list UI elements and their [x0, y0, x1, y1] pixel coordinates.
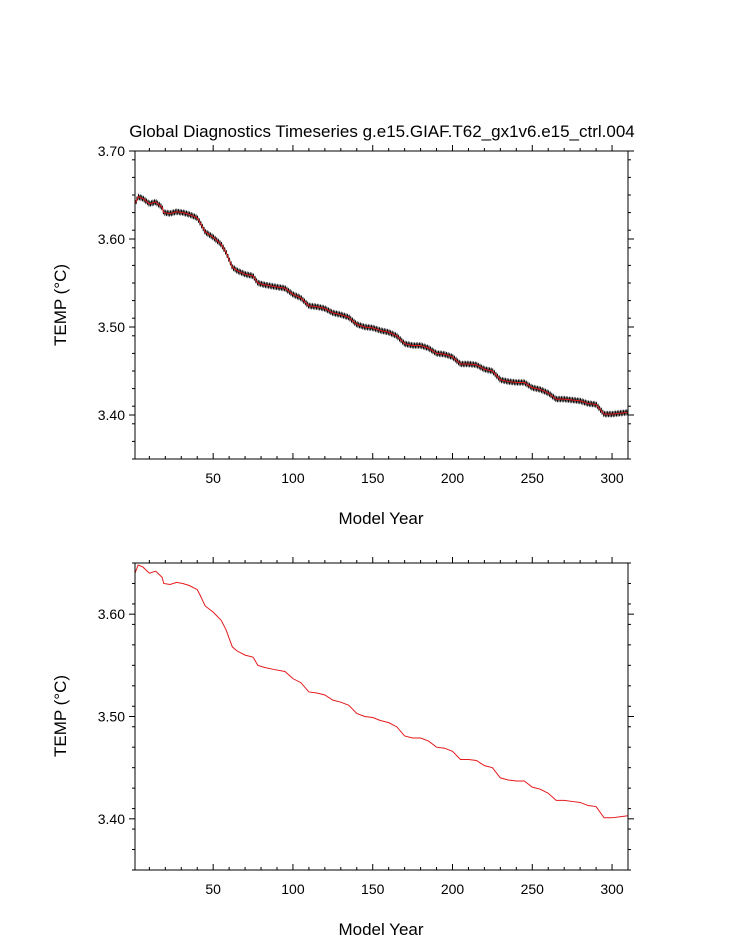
top-chart-y-tick-label: 3.40 — [98, 407, 125, 423]
top-chart-y-tick-label: 3.60 — [98, 231, 125, 247]
top-chart-x-tick-label: 300 — [600, 470, 624, 486]
top-chart-x-tick-label: 250 — [521, 470, 545, 486]
bottom-chart-y-tick-label: 3.50 — [98, 709, 125, 725]
top-chart-x-tick-label: 100 — [281, 470, 305, 486]
top-chart-x-tick-label: 150 — [361, 470, 385, 486]
bottom-chart-annual-mean-series-line — [134, 564, 629, 819]
top-chart-y-axis-label: TEMP (°C) — [51, 264, 70, 346]
top-chart-x-axis-label: Model Year — [338, 509, 423, 528]
bottom-chart-axes: 50 100 150 200 250 300 3.40 3.50 3.60 — [98, 557, 634, 897]
bottom-chart-panel: 50 100 150 200 250 300 3.40 3.50 3.60 Model Year… — [51, 557, 634, 939]
top-chart-y-tick-label: 3.70 — [98, 143, 125, 159]
bottom-chart-x-tick-label: 100 — [281, 881, 305, 897]
bottom-chart-series-layer — [134, 564, 629, 819]
top-chart-series-layer — [134, 193, 629, 418]
bottom-chart-x-tick-label: 50 — [205, 881, 221, 897]
chart-title: Global Diagnostics Timeseries g.e15.GIAF… — [129, 122, 635, 141]
top-chart-panel: Global Diagnostics Timeseries g.e15.GIAF… — [51, 122, 635, 528]
top-chart-annual-mean-series-line — [134, 196, 629, 415]
bottom-chart-y-tick-label: 3.60 — [98, 606, 125, 622]
bottom-chart-x-tick-label: 200 — [441, 881, 465, 897]
top-chart-y-tick-label: 3.50 — [98, 319, 125, 335]
top-chart-monthly-series-line — [134, 193, 629, 418]
bottom-chart-y-tick-label: 3.40 — [98, 811, 125, 827]
top-chart-x-tick-label: 200 — [441, 470, 465, 486]
bottom-chart-x-tick-label: 250 — [521, 881, 545, 897]
bottom-chart-x-axis-label: Model Year — [338, 920, 423, 939]
bottom-chart-y-axis-label: TEMP (°C) — [51, 675, 70, 757]
bottom-chart-x-tick-label: 300 — [600, 881, 624, 897]
bottom-chart-x-tick-label: 150 — [361, 881, 385, 897]
top-chart-plot-frame — [134, 150, 629, 460]
top-chart-axes: 50 100 150 200 250 300 3.40 3.50 3.60 3.70 — [98, 143, 634, 486]
top-chart-x-tick-label: 50 — [205, 470, 221, 486]
